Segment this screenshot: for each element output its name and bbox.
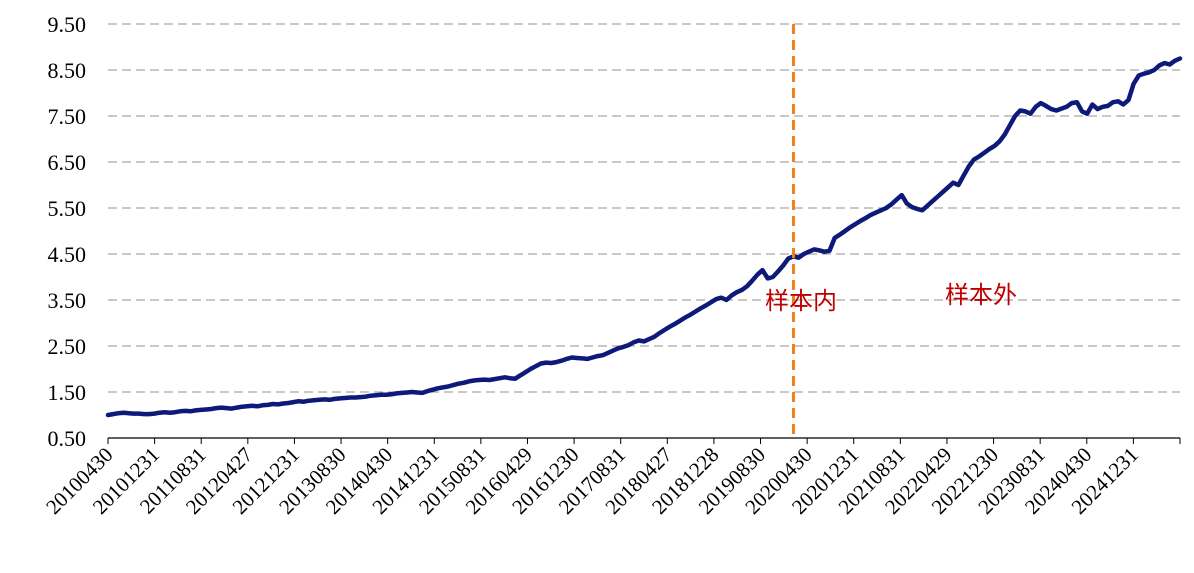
y-tick-label: 2.50: [48, 334, 87, 359]
out-sample-label: 样本外: [945, 281, 1017, 309]
y-tick-label: 4.50: [48, 242, 87, 267]
y-tick-label: 5.50: [48, 196, 87, 221]
in-sample-label: 样本内: [765, 287, 837, 315]
gridlines: [108, 23, 1180, 393]
y-tick-label: 9.50: [48, 12, 87, 37]
y-tick-label: 1.50: [48, 380, 87, 405]
series-line: [105, 56, 1183, 418]
y-tick-label: 3.50: [48, 288, 87, 313]
y-tick-label: 7.50: [48, 104, 87, 129]
y-tick-label: 0.50: [48, 426, 87, 451]
y-axis-ticks: 0.50 1.50 2.50 3.50 4.50 5.50 6.50 7.50 8.50 9.50: [48, 12, 87, 451]
x-axis-ticks: 2010043020101231201108312012042720121231…: [41, 438, 1181, 519]
y-tick-label: 6.50: [48, 150, 87, 175]
y-tick-label: 8.50: [48, 58, 87, 83]
